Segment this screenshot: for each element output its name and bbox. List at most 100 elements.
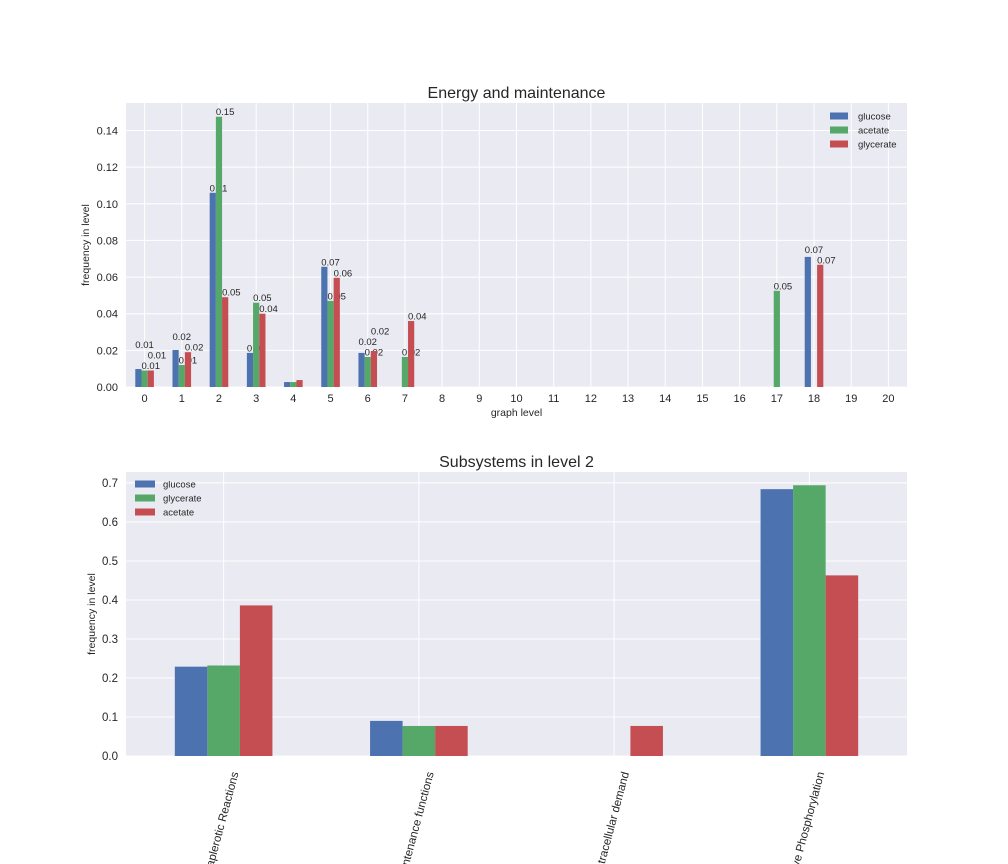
x-tick-label: 9 xyxy=(476,393,482,405)
x-tick-label: 5 xyxy=(327,393,333,405)
legend-swatch-glucose xyxy=(135,480,155,488)
legend-swatch-acetate xyxy=(830,126,848,134)
bar-acetate-Maintenance functions xyxy=(435,725,468,756)
x-tick-label: 0 xyxy=(142,393,148,405)
bar-acetate-Intracellular demand xyxy=(630,725,663,756)
x-tick-label: 13 xyxy=(622,393,634,405)
bar-glucose-3 xyxy=(246,352,254,387)
bar-acetate-6 xyxy=(364,356,371,387)
chart-0: 0.000.020.040.060.080.100.120.140 1 2 3 4 5 6 7… xyxy=(80,85,907,419)
y-tick-label: 0.1 xyxy=(102,712,118,724)
bar-glycerate-0 xyxy=(147,370,154,387)
bar-glucose-4 xyxy=(284,382,291,387)
y-tick-label: 0.14 xyxy=(97,125,118,137)
x-axis-label: graph level xyxy=(491,407,542,419)
bar-glycerate-4 xyxy=(296,380,303,387)
bar-glucose-Oxidative Phosphorylation xyxy=(760,489,794,756)
legend-label: acetate xyxy=(858,126,889,137)
legend: glucose acetate glycerate xyxy=(830,112,897,151)
y-tick-label: 0.10 xyxy=(97,199,118,211)
bar-glycerate-18 xyxy=(817,264,824,387)
x-tick-label: 20 xyxy=(882,393,894,405)
x-tick-label: 3 xyxy=(253,393,259,405)
legend-label: glycerate xyxy=(858,140,897,151)
bar-acetate-17 xyxy=(773,290,780,387)
y-tick-label: 0.2 xyxy=(102,673,118,685)
x-tick-label: Anaplerotic Reactions xyxy=(201,770,242,864)
legend-swatch-glucose xyxy=(830,112,848,120)
bar-glycerate-Oxidative Phosphorylation xyxy=(793,485,826,756)
data-label: 0.06 xyxy=(334,268,353,279)
bar-acetate-Anaplerotic Reactions xyxy=(239,605,273,756)
data-label: 0.04 xyxy=(408,312,427,323)
data-label: 0.01 xyxy=(148,351,167,362)
x-tick-label: 17 xyxy=(771,393,783,405)
x-tick-label: Maintenance functions xyxy=(395,770,436,864)
bar-glycerate-6 xyxy=(370,350,378,387)
x-tick-label: 18 xyxy=(808,393,820,405)
x-tick-label: 10 xyxy=(510,393,522,405)
bar-glucose-5 xyxy=(321,266,328,387)
x-tick-label: Intracellular demand xyxy=(593,771,632,864)
data-label: 0.05 xyxy=(253,293,271,304)
x-tick-label: 11 xyxy=(548,393,559,405)
bar-glycerate-5 xyxy=(333,277,340,387)
y-tick-label: 0.0 xyxy=(102,751,118,763)
bar-acetate-7 xyxy=(401,356,409,387)
bar-glycerate-1 xyxy=(184,352,192,387)
bar-glucose-18 xyxy=(804,256,811,387)
x-tick-label: 14 xyxy=(659,393,671,405)
x-tick-label: Oxidative Phosphorylation xyxy=(781,771,827,864)
legend-swatch-glycerate xyxy=(135,494,155,502)
x-tick-label: 2 xyxy=(216,393,222,405)
bar-acetate-5 xyxy=(327,300,334,387)
data-label: 0.07 xyxy=(321,257,340,268)
legend-label: glucose xyxy=(858,112,891,123)
chart-title: Energy and maintenance xyxy=(428,85,606,102)
bar-acetate-2 xyxy=(215,116,223,387)
data-label: 0.02 xyxy=(358,337,377,348)
bar-glycerate-7 xyxy=(408,321,415,387)
legend-label: glycerate xyxy=(163,494,202,505)
y-tick-label: 0.12 xyxy=(97,162,118,174)
x-tick-label: 4 xyxy=(290,393,296,405)
data-label: 0.01 xyxy=(135,340,154,351)
bar-acetate-Oxidative Phosphorylation xyxy=(825,575,859,756)
bar-acetate-1 xyxy=(178,365,185,387)
x-tick-label: 1 xyxy=(179,393,185,405)
x-tick-label: 15 xyxy=(696,393,708,405)
x-tick-label: 6 xyxy=(365,393,371,405)
data-label: 0.07 xyxy=(805,245,824,256)
y-tick-label: 0.3 xyxy=(102,634,118,646)
x-tick-label: 7 xyxy=(402,393,408,405)
y-axis-label: frequency in level xyxy=(80,204,92,286)
x-tick-label: 16 xyxy=(734,393,746,405)
bar-acetate-4 xyxy=(290,382,297,387)
legend-swatch-glycerate xyxy=(830,140,848,148)
data-label: 0.05 xyxy=(774,281,793,292)
data-label: 0.15 xyxy=(216,107,235,118)
y-tick-label: 0.00 xyxy=(97,382,118,394)
legend-swatch-acetate xyxy=(135,508,155,516)
bar-glycerate-Maintenance functions xyxy=(402,725,436,756)
bar-glucose-2 xyxy=(209,192,216,387)
data-label: 0.02 xyxy=(185,343,204,354)
y-tick-label: 0.7 xyxy=(102,478,118,490)
bar-glucose-0 xyxy=(135,369,142,387)
bar-glucose-Anaplerotic Reactions xyxy=(174,666,208,756)
y-tick-label: 0.4 xyxy=(102,595,119,607)
x-tick-label: 8 xyxy=(439,393,445,405)
x-tick-label: 19 xyxy=(845,393,857,405)
y-tick-label: 0.02 xyxy=(97,345,118,357)
bar-glycerate-2 xyxy=(222,297,229,387)
chart-1: 0.0 0.1 0.2 0.3 0.4 0.5 0.6 0.7 Anaplerotic Reac… xyxy=(86,454,907,864)
data-label: 0.01 xyxy=(141,361,160,372)
x-tick-label: 12 xyxy=(585,393,597,405)
y-tick-label: 0.6 xyxy=(102,517,118,529)
bar-acetate-3 xyxy=(253,302,260,387)
data-label: 0.05 xyxy=(222,288,241,299)
data-label: 0.04 xyxy=(259,304,278,315)
bar-glucose-Maintenance functions xyxy=(370,720,403,756)
y-tick-label: 0.5 xyxy=(102,556,118,568)
